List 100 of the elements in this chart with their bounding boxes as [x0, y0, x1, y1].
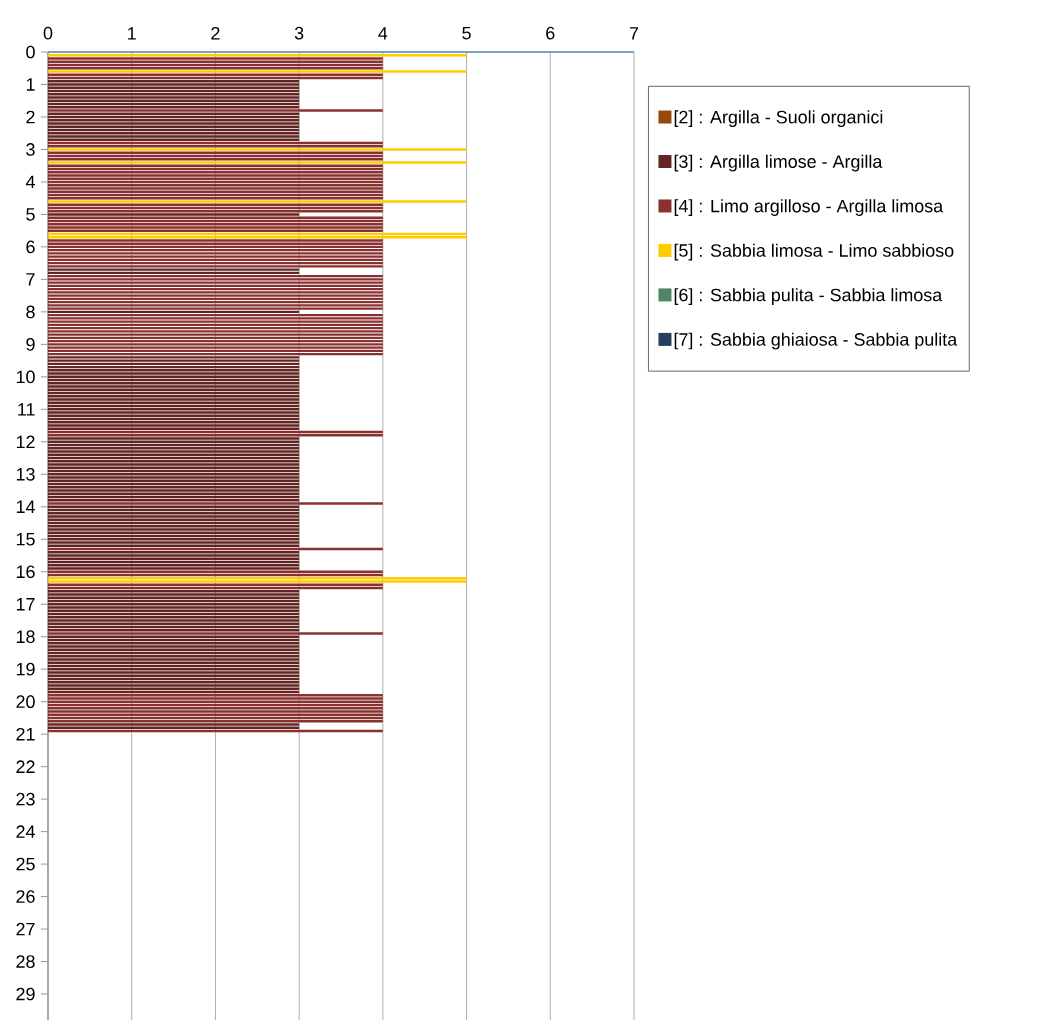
- bar: [48, 385, 300, 388]
- bar: [48, 622, 300, 625]
- y-tick-label: 6: [26, 240, 35, 254]
- y-tick-label: 9: [26, 338, 35, 351]
- bar: [48, 382, 300, 385]
- bar: [48, 635, 300, 638]
- bar: [48, 226, 383, 229]
- bar: [48, 174, 383, 177]
- bar: [48, 726, 300, 729]
- y-tick-label: 28: [16, 955, 35, 968]
- bar: [48, 648, 300, 651]
- x-tick-label: 1: [128, 27, 136, 40]
- bar: [48, 125, 300, 128]
- y-tick-label: 2: [26, 110, 35, 124]
- bar: [48, 304, 383, 307]
- bar: [48, 713, 383, 716]
- legend-label: [2] : Argilla - Suoli organici: [674, 110, 883, 127]
- bar: [48, 216, 383, 219]
- y-tick-label: 1: [26, 78, 35, 91]
- bar: [48, 395, 300, 398]
- y-tick-label: 3: [26, 143, 35, 156]
- y-tick-label: 16: [16, 565, 35, 579]
- bar: [48, 460, 300, 463]
- y-tick-label: 29: [16, 987, 35, 1001]
- bar: [48, 343, 383, 346]
- y-tick-label: 0: [26, 45, 35, 59]
- y-tick-label: 15: [16, 532, 35, 546]
- y-tick-label: 26: [16, 890, 35, 903]
- y-tick-label: 23: [16, 792, 35, 806]
- bar: [48, 421, 300, 424]
- bar: [48, 203, 383, 206]
- bar: [48, 190, 383, 193]
- y-tick-label: 10: [16, 370, 35, 384]
- bar: [48, 710, 383, 713]
- y-tick-label: 12: [16, 435, 35, 449]
- legend-label: [3] : Argilla limose - Argilla: [674, 154, 883, 172]
- y-tick-label: 17: [16, 598, 35, 611]
- y-tick-label: 25: [16, 857, 35, 871]
- bar: [48, 408, 300, 411]
- bar: [48, 684, 300, 687]
- y-tick-label: 24: [16, 825, 35, 838]
- y-tick-label: 27: [16, 922, 35, 936]
- bar: [48, 697, 383, 700]
- bar: [48, 278, 383, 281]
- legend-label: [6] : Sabbia pulita - Sabbia limosa: [674, 288, 943, 305]
- bar: [48, 411, 300, 414]
- y-tick-label: 11: [18, 403, 35, 416]
- bar: [48, 138, 300, 141]
- y-tick-label: 5: [26, 208, 35, 221]
- bar: [48, 109, 383, 112]
- bar: [48, 70, 467, 73]
- y-tick-label: 7: [26, 273, 35, 286]
- bar: [48, 447, 300, 450]
- bar: [48, 255, 383, 258]
- bar: [48, 502, 383, 505]
- bar: [48, 330, 383, 333]
- bar: [48, 700, 383, 703]
- x-tick-label: 0: [43, 26, 53, 40]
- y-tick-label: 13: [16, 467, 35, 481]
- bar: [48, 434, 383, 437]
- y-tick-label: 14: [16, 500, 35, 513]
- bar: [48, 674, 300, 677]
- bar: [48, 398, 300, 401]
- bar: [48, 252, 383, 255]
- legend-label: [7] : Sabbia ghiaiosa - Sabbia pulita: [674, 332, 958, 350]
- y-tick-label: 21: [16, 727, 35, 741]
- bar: [48, 229, 383, 232]
- bar: [48, 424, 300, 427]
- bar: [48, 486, 300, 489]
- bar: [48, 200, 467, 203]
- bar: [48, 151, 383, 154]
- bar: [48, 187, 383, 190]
- bar: [48, 213, 300, 216]
- bar: [48, 265, 383, 268]
- y-tick-label: 4: [25, 175, 35, 189]
- bar: [48, 359, 300, 362]
- bar: [48, 161, 467, 164]
- bar: [48, 369, 300, 372]
- bar: [48, 632, 383, 635]
- bar: [48, 164, 383, 167]
- bar: [48, 473, 300, 476]
- x-tick-label: 6: [546, 26, 555, 40]
- bar: [48, 268, 300, 271]
- x-tick-label: 4: [378, 27, 388, 40]
- y-tick-label: 22: [16, 760, 35, 773]
- y-tick-label: 8: [26, 305, 35, 319]
- x-tick-label: 5: [462, 26, 471, 40]
- y-tick-label: 19: [16, 662, 35, 676]
- bar: [48, 661, 300, 664]
- x-tick-label: 2: [211, 26, 220, 40]
- legend-label: [5] : Sabbia limosa - Limo sabbioso: [674, 243, 954, 261]
- bar: [48, 291, 383, 294]
- y-tick-label: 20: [16, 695, 35, 709]
- bar: [48, 671, 300, 674]
- bar: [48, 317, 383, 320]
- x-tick-label: 3: [294, 26, 304, 40]
- bar: [48, 723, 300, 726]
- x-tick-label: 7: [629, 27, 639, 40]
- bar: [48, 239, 383, 242]
- bar: [48, 307, 383, 310]
